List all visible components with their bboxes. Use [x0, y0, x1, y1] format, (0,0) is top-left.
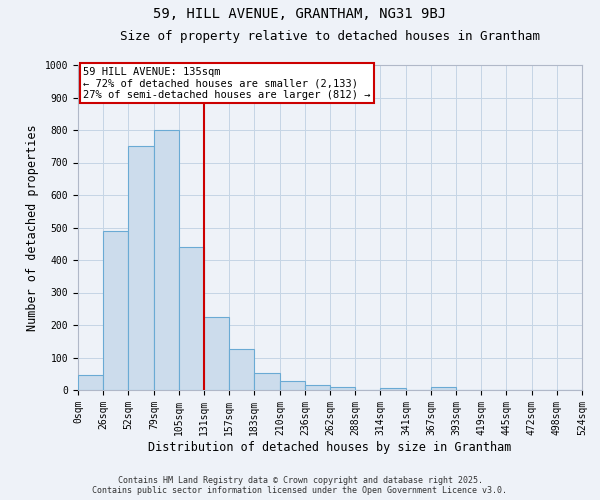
Bar: [254, 373, 280, 390]
Bar: [380, 388, 406, 390]
Bar: [431, 387, 456, 390]
Bar: [128, 146, 154, 390]
Bar: [229, 348, 254, 390]
Text: 59, HILL AVENUE, GRANTHAM, NG31 9BJ: 59, HILL AVENUE, GRANTHAM, NG31 9BJ: [154, 8, 446, 22]
Y-axis label: Number of detached properties: Number of detached properties: [26, 124, 39, 331]
Bar: [204, 317, 229, 390]
Text: Contains HM Land Registry data © Crown copyright and database right 2025.
Contai: Contains HM Land Registry data © Crown c…: [92, 476, 508, 495]
Bar: [78, 376, 103, 390]
Bar: [330, 387, 355, 390]
Bar: [179, 247, 204, 390]
X-axis label: Distribution of detached houses by size in Grantham: Distribution of detached houses by size …: [148, 440, 512, 454]
Bar: [154, 130, 179, 390]
Text: 59 HILL AVENUE: 135sqm
← 72% of detached houses are smaller (2,133)
27% of semi-: 59 HILL AVENUE: 135sqm ← 72% of detached…: [83, 66, 371, 100]
Bar: [305, 385, 330, 390]
Bar: [280, 381, 305, 390]
Title: Size of property relative to detached houses in Grantham: Size of property relative to detached ho…: [120, 30, 540, 43]
Bar: [103, 231, 128, 390]
